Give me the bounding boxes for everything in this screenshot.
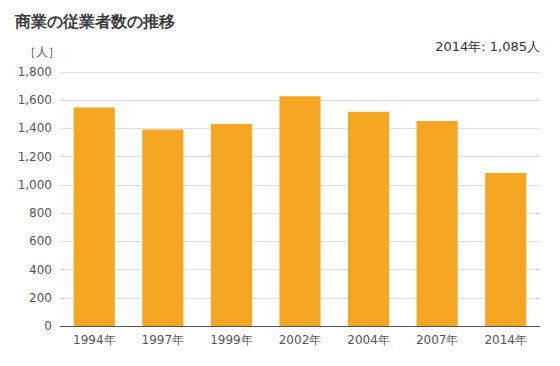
svg-text:［人］: ［人］ [24,45,60,59]
svg-text:1,200: 1,200 [18,150,52,164]
svg-text:2007年: 2007年 [416,333,459,347]
svg-text:2014年: 1,085人: 2014年: 1,085人 [435,39,540,54]
svg-text:800: 800 [29,206,52,220]
svg-text:600: 600 [29,234,52,248]
svg-text:2004年: 2004年 [347,333,390,347]
svg-text:1999年: 1999年 [210,333,253,347]
svg-text:1,000: 1,000 [18,178,52,192]
svg-text:200: 200 [29,291,52,305]
svg-text:2002年: 2002年 [279,333,322,347]
svg-text:1,800: 1,800 [18,65,52,79]
svg-text:0: 0 [44,319,52,333]
svg-text:商業の従業者数の推移: 商業の従業者数の推移 [14,12,175,31]
svg-text:2014年: 2014年 [484,333,527,347]
svg-text:400: 400 [29,263,52,277]
svg-text:1,400: 1,400 [18,121,52,135]
svg-text:1994年: 1994年 [73,333,116,347]
svg-text:1,600: 1,600 [18,93,52,107]
svg-text:1997年: 1997年 [142,333,185,347]
